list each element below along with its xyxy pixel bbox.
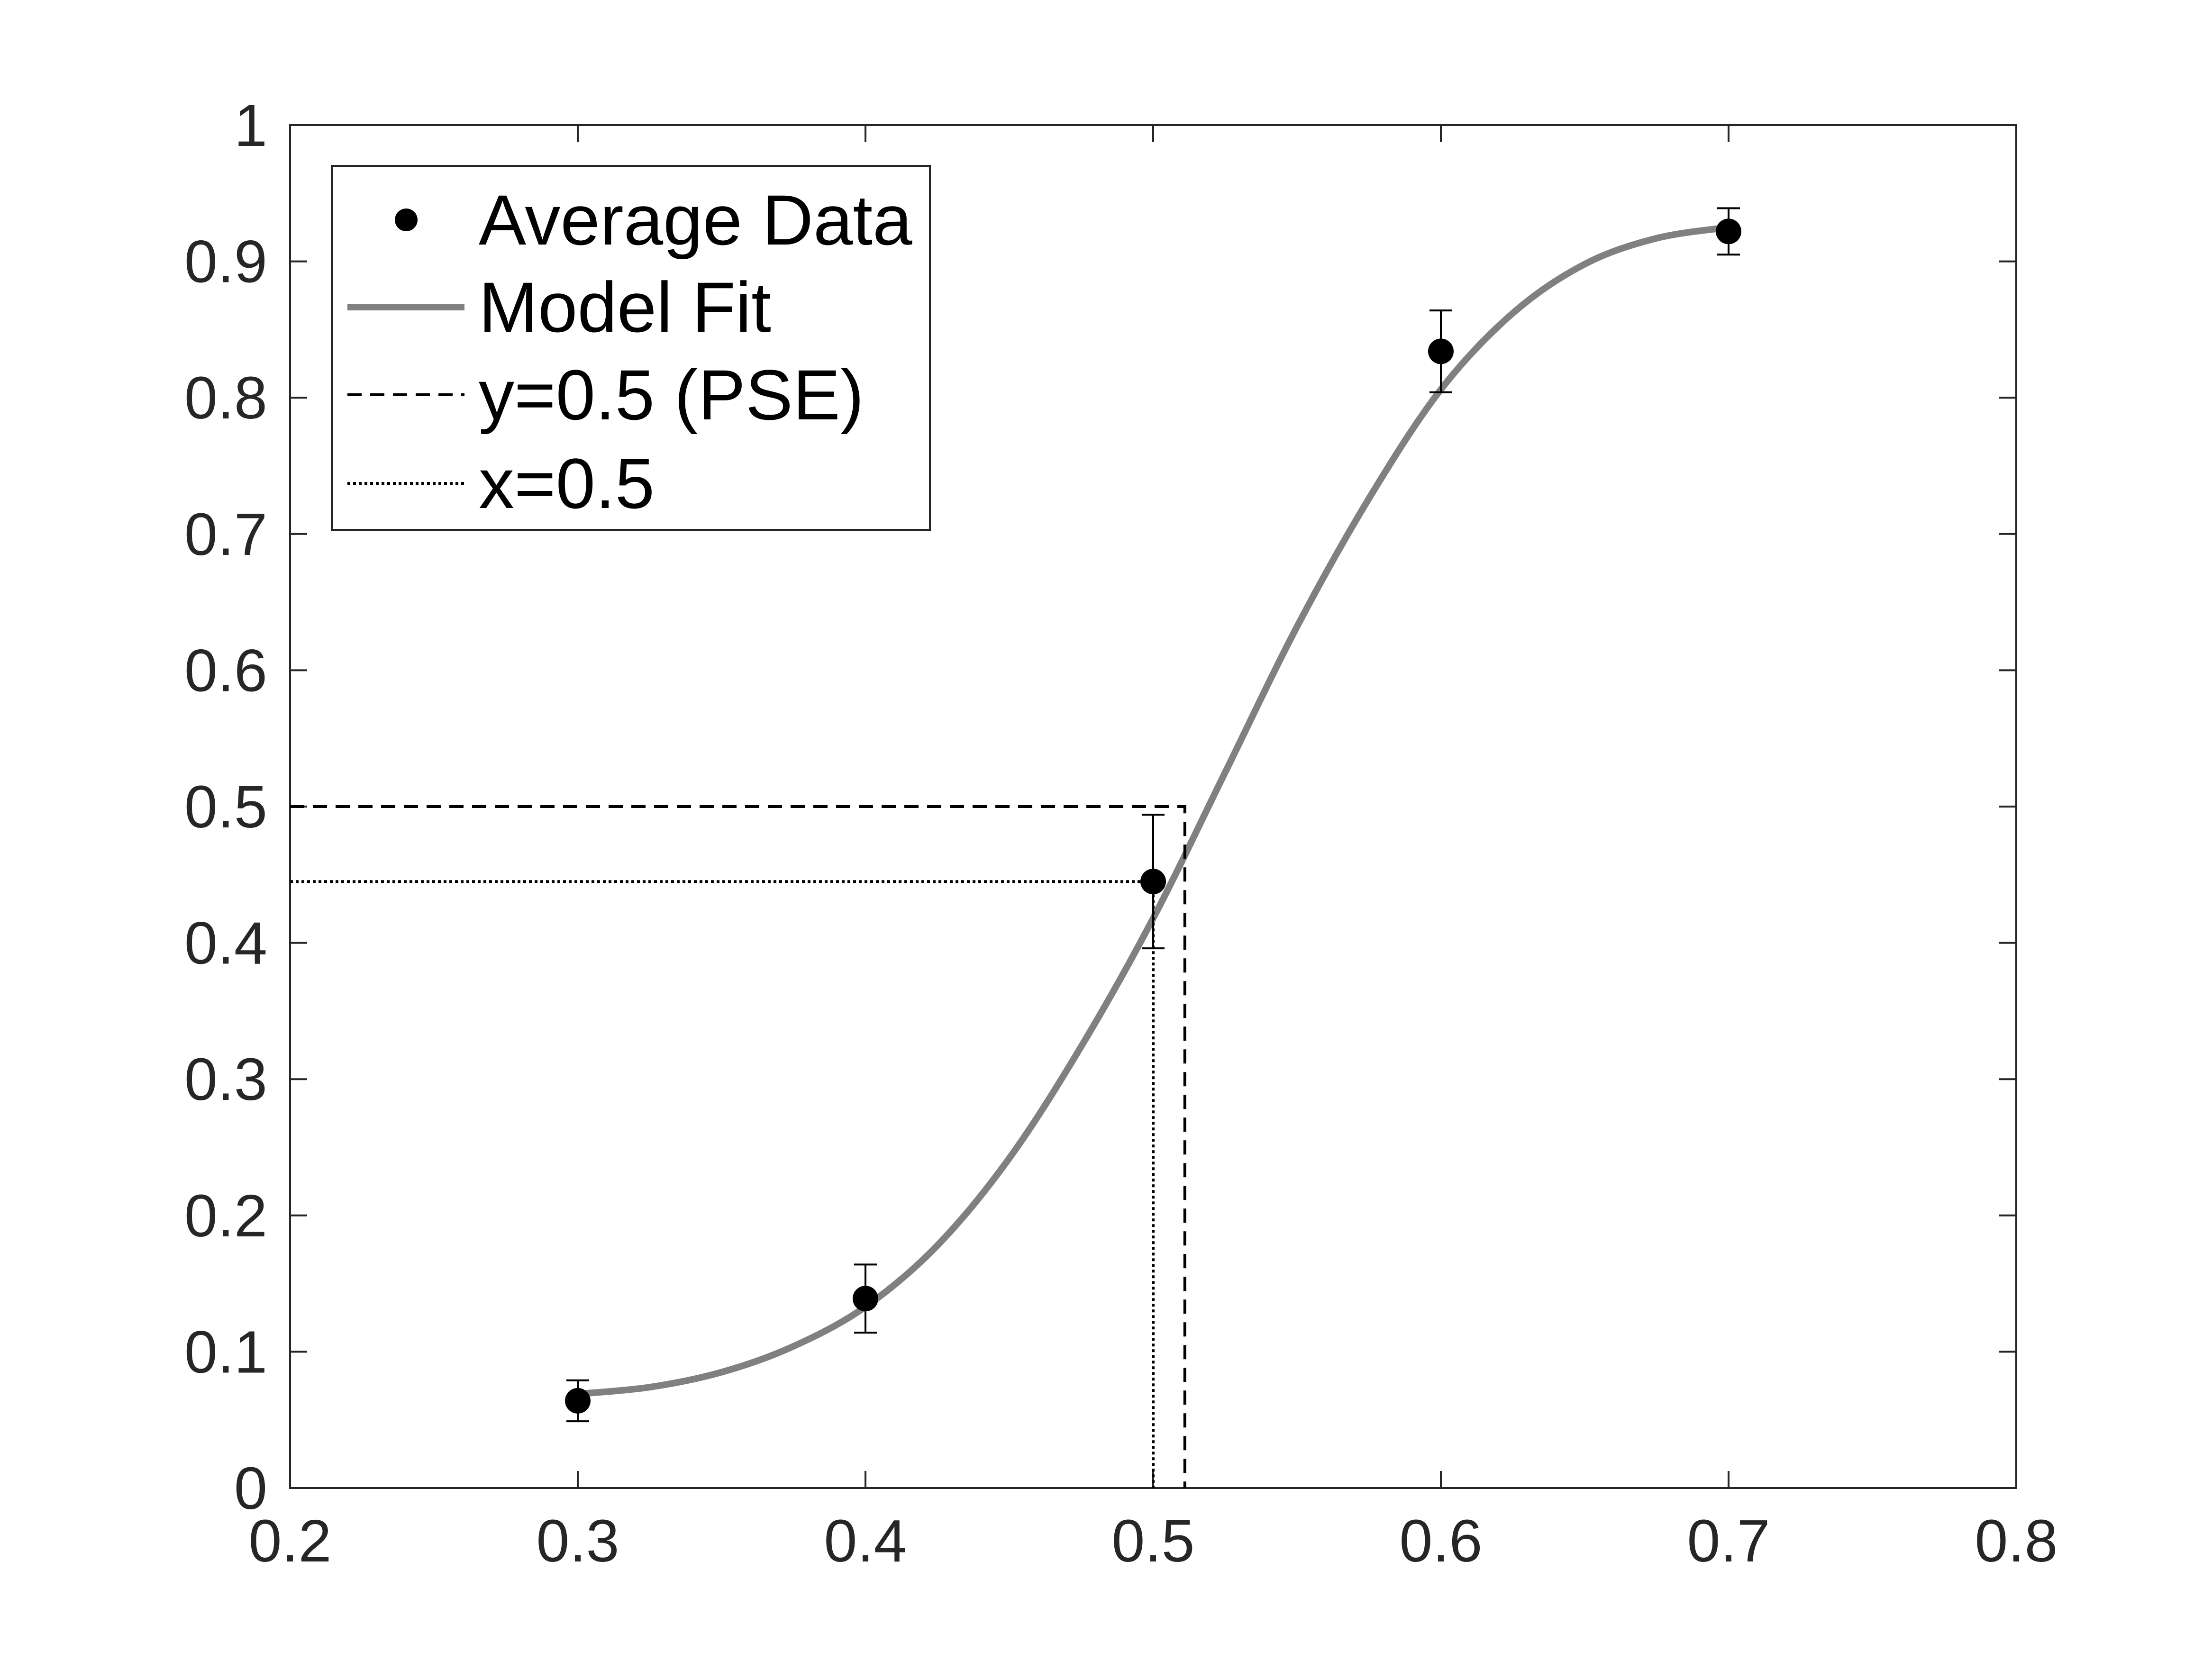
x-tick-label: 0.8 [1975, 1507, 2057, 1574]
y-tick-label: 0.8 [184, 364, 267, 431]
legend-label-x-half: x=0.5 [479, 444, 655, 523]
legend-label-pse: y=0.5 (PSE) [479, 355, 864, 435]
x-half-dotted-line [290, 880, 1155, 1488]
x-tick-label: 0.5 [1111, 1507, 1194, 1574]
pse-dashed-line [290, 805, 1186, 1488]
y-tick-label: 0.5 [184, 773, 267, 840]
x-tick-label: 0.4 [824, 1507, 907, 1574]
x-tick-label: 0.6 [1399, 1507, 1482, 1574]
y-tick-label: 0.4 [184, 910, 267, 977]
data-point [1140, 869, 1166, 895]
x-tick-label: 0.7 [1687, 1507, 1770, 1574]
data-point [1716, 218, 1741, 245]
y-tick-label: 0.7 [184, 501, 267, 568]
y-tick-label: 0.2 [184, 1182, 267, 1249]
y-tick-label: 0 [234, 1455, 267, 1522]
legend-label-model-fit: Model Fit [479, 267, 771, 347]
data-point [853, 1286, 878, 1312]
legend-label-average-data: Average Data [479, 180, 912, 260]
data-point [1428, 338, 1454, 364]
model-fit-line [574, 224, 1732, 1398]
y-tick-label: 1 [234, 92, 267, 159]
y-tick-label: 0.9 [184, 228, 267, 295]
plot-layer: 0.2 0.3 0.4 0.5 0.6 0.7 0.8 0 0.1 0.2 0.3 0.4 0.5 0.6… [184, 92, 2058, 1574]
legend-marker-average-data [395, 209, 418, 231]
y-tick-label: 0.3 [184, 1046, 267, 1113]
x-tick-label: 0.3 [536, 1507, 619, 1574]
y-tick-label: 0.1 [184, 1318, 267, 1385]
legend-box [331, 165, 931, 531]
x-tick-label: 0.2 [248, 1507, 331, 1574]
data-point [565, 1388, 591, 1414]
y-tick-label: 0.6 [184, 637, 267, 704]
